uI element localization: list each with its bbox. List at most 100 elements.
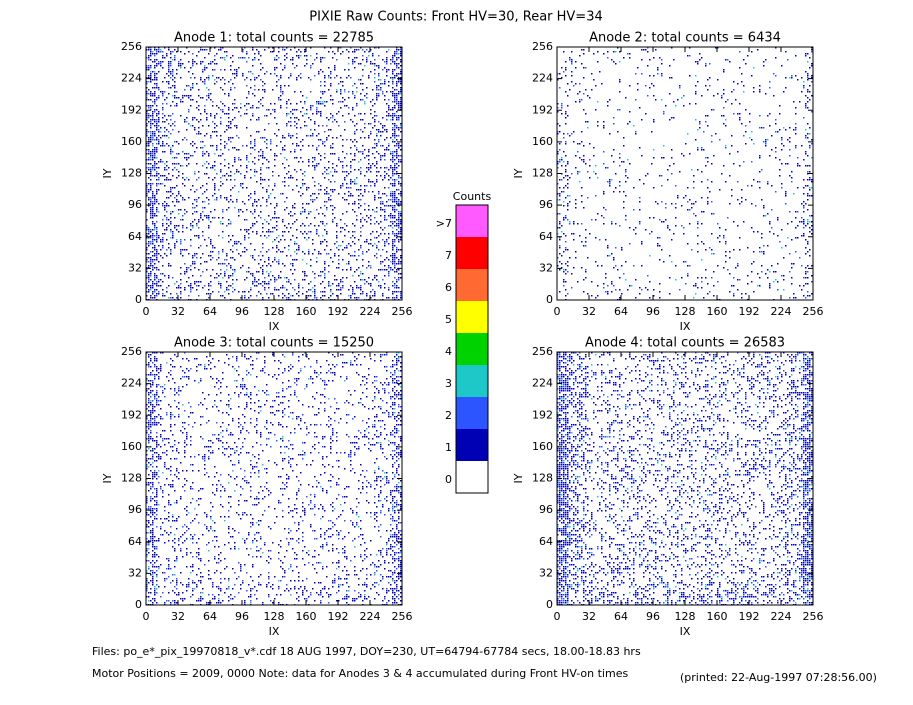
x-tick-label: 64 [203, 305, 217, 318]
count-pixel [679, 289, 681, 291]
count-pixel [184, 287, 186, 289]
count-pixel [649, 297, 651, 299]
count-pixel [390, 215, 392, 217]
count-pixel [302, 287, 304, 289]
count-pixel [148, 428, 150, 430]
count-pixel [148, 291, 150, 293]
count-pixel [308, 161, 310, 163]
count-pixel [370, 291, 372, 293]
count-pixel [777, 235, 779, 237]
count-pixel [236, 279, 238, 281]
count-pixel [394, 291, 396, 293]
count-pixel [583, 67, 585, 69]
count-pixel [334, 181, 336, 183]
count-pixel [180, 241, 182, 243]
count-pixel [396, 93, 398, 95]
count-pixel [220, 195, 222, 197]
count-pixel [388, 105, 390, 107]
count-pixel [350, 47, 352, 49]
count-pixel [212, 61, 214, 63]
count-pixel [775, 151, 777, 153]
count-pixel [354, 133, 356, 135]
count-pixel [280, 239, 282, 241]
count-pixel [154, 125, 156, 127]
count-pixel [198, 219, 200, 221]
count-pixel [671, 77, 673, 79]
count-pixel [154, 71, 156, 73]
count-pixel [629, 227, 631, 229]
count-pixel [182, 231, 184, 233]
count-pixel [629, 163, 631, 165]
count-pixel [390, 59, 392, 61]
count-pixel [376, 85, 378, 87]
count-pixel [781, 187, 783, 189]
count-pixel [565, 67, 567, 69]
count-pixel [400, 219, 402, 221]
count-pixel [396, 157, 398, 159]
count-pixel [627, 159, 629, 161]
count-pixel [162, 57, 164, 59]
count-pixel [380, 261, 382, 263]
count-pixel [228, 207, 230, 209]
count-pixel [639, 107, 641, 109]
count-pixel [575, 101, 577, 103]
count-pixel [334, 65, 336, 67]
count-pixel [360, 79, 362, 81]
count-pixel [312, 201, 314, 203]
count-pixel [146, 582, 148, 584]
count-pixel [202, 185, 204, 187]
count-pixel [807, 179, 809, 181]
count-pixel [146, 171, 148, 173]
count-pixel [791, 277, 793, 279]
count-pixel [202, 201, 204, 203]
count-pixel [246, 127, 248, 129]
count-pixel [779, 169, 781, 171]
count-pixel [148, 203, 150, 205]
count-pixel [268, 231, 270, 233]
count-pixel [811, 195, 813, 197]
count-pixel [146, 69, 148, 71]
count-pixel [198, 285, 200, 287]
count-pixel [635, 297, 637, 299]
count-pixel [723, 107, 725, 109]
count-pixel [318, 133, 320, 135]
count-pixel [388, 243, 390, 245]
count-pixel [206, 95, 208, 97]
count-pixel [386, 257, 388, 259]
count-pixel [210, 93, 212, 95]
count-pixel [166, 219, 168, 221]
count-pixel [156, 221, 158, 223]
count-pixel [256, 201, 258, 203]
count-pixel [376, 245, 378, 247]
count-pixel [154, 289, 156, 291]
count-pixel [336, 75, 338, 77]
count-pixel [192, 141, 194, 143]
count-pixel [148, 434, 150, 436]
count-pixel [304, 211, 306, 213]
count-pixel [719, 189, 721, 191]
count-pixel [252, 257, 254, 259]
count-pixel [671, 157, 673, 159]
count-pixel [148, 406, 150, 408]
count-pixel [276, 221, 278, 223]
count-pixel [811, 111, 813, 113]
count-pixel [180, 101, 182, 103]
count-pixel [809, 231, 811, 233]
count-pixel [392, 161, 394, 163]
count-pixel [354, 181, 356, 183]
count-pixel [340, 293, 342, 295]
count-pixel [384, 265, 386, 267]
count-pixel [204, 261, 206, 263]
count-pixel [394, 277, 396, 279]
count-pixel [334, 169, 336, 171]
count-pixel [583, 145, 585, 147]
count-pixel [398, 79, 400, 81]
count-pixel [695, 91, 697, 93]
count-pixel [216, 63, 218, 65]
count-pixel [300, 101, 302, 103]
count-pixel [338, 245, 340, 247]
count-pixel [348, 51, 350, 53]
count-pixel [695, 139, 697, 141]
count-pixel [246, 159, 248, 161]
count-pixel [266, 159, 268, 161]
